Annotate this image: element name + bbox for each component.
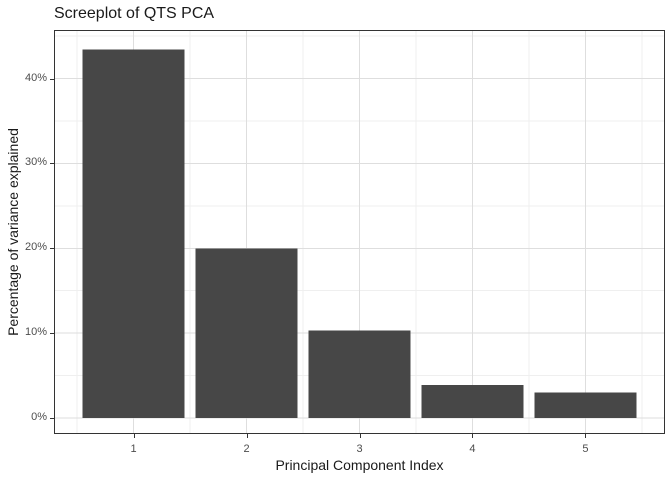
x-axis-title: Principal Component Index: [275, 457, 444, 473]
bar-pc4: [421, 384, 524, 419]
y-tick-label: 20%: [24, 241, 47, 254]
x-tick-mark: [585, 434, 587, 438]
y-tick-label: 0%: [31, 411, 47, 424]
y-tick-label: 30%: [24, 156, 47, 169]
x-tick-label: 3: [356, 443, 363, 455]
x-tick-label: 2: [243, 443, 250, 455]
chart-title: Screeplot of QTS PCA: [54, 5, 215, 22]
x-tick-mark: [472, 434, 474, 438]
bar-pc1: [82, 49, 185, 419]
x-tick-mark: [133, 434, 135, 438]
bar-pc5: [534, 392, 637, 419]
y-tick-mark: [50, 163, 54, 165]
x-tick-label: 5: [582, 443, 589, 455]
y-tick-mark: [50, 78, 54, 80]
panel-canvas: [55, 31, 664, 433]
y-tick-mark: [50, 248, 54, 250]
y-tick-mark: [50, 418, 54, 420]
bar-pc3: [308, 330, 411, 419]
x-tick-mark: [246, 434, 248, 438]
x-tick-label: 4: [469, 443, 476, 455]
x-tick-mark: [359, 434, 361, 438]
bar-pc2: [195, 248, 298, 419]
x-tick-label: 1: [130, 443, 137, 455]
y-tick-mark: [50, 333, 54, 335]
plot-panel: [54, 30, 665, 434]
y-tick-label: 10%: [24, 326, 47, 339]
y-tick-label: 40%: [24, 71, 47, 84]
